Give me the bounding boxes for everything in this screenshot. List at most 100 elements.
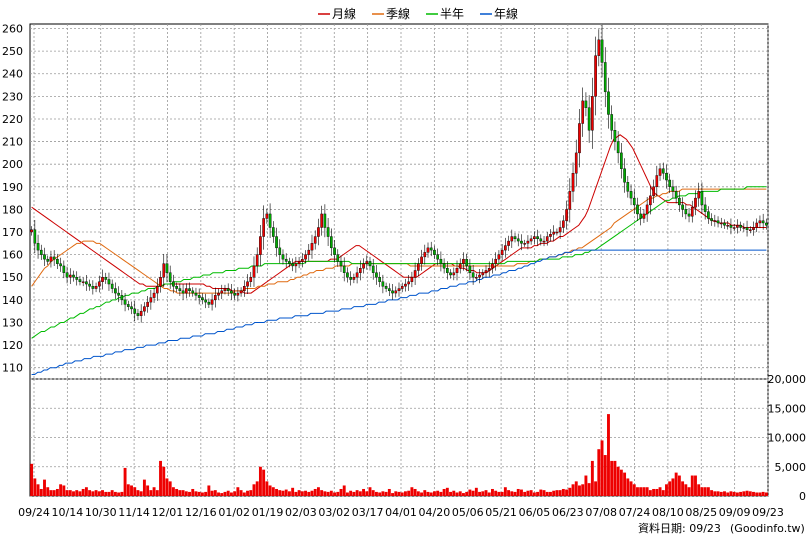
volume-bar	[159, 460, 162, 496]
candlesticks	[30, 24, 768, 323]
candle-body	[745, 227, 749, 230]
volume-bar	[39, 488, 43, 496]
volume-bar	[613, 460, 617, 496]
candle-body	[342, 265, 346, 273]
volume-bar	[181, 490, 185, 496]
volume-bar	[449, 491, 453, 496]
candle-body	[133, 308, 137, 314]
volume-bar	[345, 492, 349, 496]
volume-bar	[36, 484, 40, 496]
volume-bar	[729, 491, 733, 496]
candle-body	[146, 301, 149, 307]
volume-bar	[690, 475, 694, 496]
candle-body	[536, 236, 539, 240]
x-tick-label: 10/30	[85, 506, 117, 519]
candle-body	[687, 213, 691, 217]
volume-bar	[391, 493, 395, 496]
volume-bar	[236, 487, 240, 496]
candle-body	[56, 258, 59, 264]
candle-body	[526, 240, 530, 244]
candle-body	[516, 238, 520, 242]
candle-body	[297, 261, 301, 264]
candle-body	[484, 270, 488, 273]
candle-body	[417, 263, 420, 271]
candle-body	[690, 206, 694, 217]
volume-bar	[619, 469, 623, 496]
volume-bar	[101, 490, 104, 496]
x-tick-label: 01/19	[252, 506, 284, 519]
volume-bar	[494, 490, 498, 496]
x-tick-label: 02/03	[285, 506, 317, 519]
candle-body	[349, 277, 352, 280]
candle-body	[85, 281, 88, 285]
volume-bar	[555, 490, 559, 496]
volume-bar	[710, 490, 714, 496]
volume-bar	[197, 491, 201, 496]
volume-bar	[59, 484, 63, 496]
candle-body	[246, 281, 249, 287]
candle-body	[36, 243, 40, 251]
candle-body	[378, 277, 381, 282]
volume-bar	[603, 455, 607, 496]
volume-bar	[436, 490, 440, 496]
candle-body	[68, 274, 72, 278]
volume-bar	[342, 485, 346, 496]
candle-body	[562, 220, 565, 228]
price-tick-label: 260	[2, 23, 23, 36]
volume-bar	[355, 490, 359, 496]
candle-body	[165, 263, 169, 273]
volume-bar	[658, 487, 662, 496]
candle-body	[487, 268, 491, 271]
volume-bar	[368, 487, 372, 496]
volume-bar	[262, 469, 266, 496]
volume-bar	[513, 491, 517, 496]
candle-body	[655, 175, 659, 188]
candle-body	[30, 229, 33, 233]
candle-body	[397, 288, 401, 292]
volume-bar	[300, 491, 304, 496]
volume-bar	[465, 491, 469, 496]
volume-bar	[681, 481, 685, 496]
volume-bar	[162, 466, 166, 496]
candle-body	[500, 249, 504, 255]
candle-body	[278, 247, 282, 255]
candle-body	[310, 243, 314, 251]
volume-bar	[752, 491, 755, 496]
candle-body	[81, 281, 85, 283]
candle-body	[49, 256, 53, 262]
volume-bar	[745, 490, 749, 496]
legend-entry-1: 季線	[386, 6, 410, 21]
volume-bar	[130, 485, 133, 496]
candle-body	[475, 277, 478, 279]
candle-body	[632, 197, 636, 206]
candle-body	[97, 281, 101, 287]
x-tick-label: 10/14	[52, 506, 84, 519]
candle-body	[462, 258, 465, 264]
candle-body	[284, 258, 288, 262]
candle-body	[520, 240, 523, 244]
candle-body	[126, 304, 130, 307]
volume-bar	[523, 491, 527, 496]
x-tick-label: 12/16	[185, 506, 217, 519]
volume-bar	[545, 491, 549, 496]
volume-bar	[507, 490, 511, 496]
volume-bar	[194, 491, 198, 496]
candle-body	[629, 191, 633, 199]
volume-bar	[149, 490, 153, 496]
price-panel	[29, 23, 769, 380]
candle-body	[549, 234, 552, 237]
x-tick-label: 08/10	[652, 506, 684, 519]
candle-body	[504, 245, 507, 251]
candle-body	[423, 252, 427, 258]
candle-body	[162, 263, 166, 278]
ma-line-month	[31, 134, 767, 294]
volume-bar	[49, 490, 53, 496]
x-tick-label: 04/01	[385, 506, 417, 519]
volume-bar	[233, 491, 237, 496]
volume-bar	[610, 460, 614, 496]
volume-bar	[684, 484, 688, 496]
volume-bar	[320, 490, 324, 496]
volume-bar	[726, 492, 730, 496]
volume-bar	[88, 490, 92, 496]
candle-body	[529, 238, 533, 242]
